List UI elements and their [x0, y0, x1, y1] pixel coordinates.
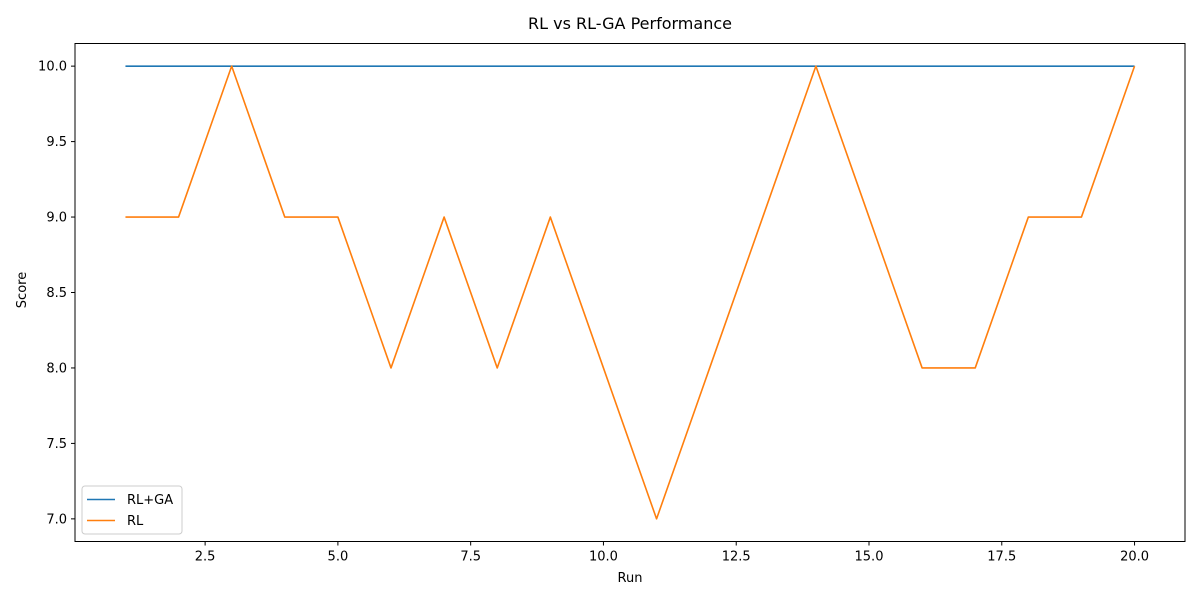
axis-ticks: 2.5 5.0 7.5 10.0 12.5 15.0 17.5 20.0 7.0 7.5 8.0 8.… — [38, 60, 1149, 565]
x-tick-label: 10.0 — [589, 550, 618, 565]
series-line-rl — [125, 65, 1136, 520]
x-tick-label: 7.5 — [460, 550, 481, 565]
y-tick-label: 7.0 — [46, 512, 67, 527]
y-tick-label: 9.0 — [46, 211, 67, 226]
x-tick-label: 2.5 — [195, 550, 216, 565]
legend: RL+GA RL — [81, 485, 183, 535]
y-tick-label: 7.5 — [46, 437, 67, 452]
legend-label: RL — [127, 514, 144, 529]
x-tick-label: 12.5 — [722, 550, 751, 565]
x-tick-label: 20.0 — [1120, 550, 1149, 565]
y-axis-label: Score — [15, 272, 30, 308]
x-tick-label: 17.5 — [987, 550, 1016, 565]
y-tick-label: 8.5 — [46, 286, 67, 301]
y-tick-label: 8.0 — [46, 361, 67, 376]
series-lines — [125, 65, 1136, 520]
chart-title: RL vs RL-GA Performance — [528, 14, 732, 33]
legend-label: RL+GA — [127, 493, 173, 508]
x-axis-label: Run — [618, 571, 643, 586]
x-tick-label: 15.0 — [855, 550, 884, 565]
y-tick-label: 9.5 — [46, 135, 67, 150]
plot-frame — [74, 43, 1186, 542]
y-tick-label: 10.0 — [38, 60, 67, 75]
x-tick-label: 5.0 — [328, 550, 349, 565]
legend-box — [81, 485, 183, 535]
